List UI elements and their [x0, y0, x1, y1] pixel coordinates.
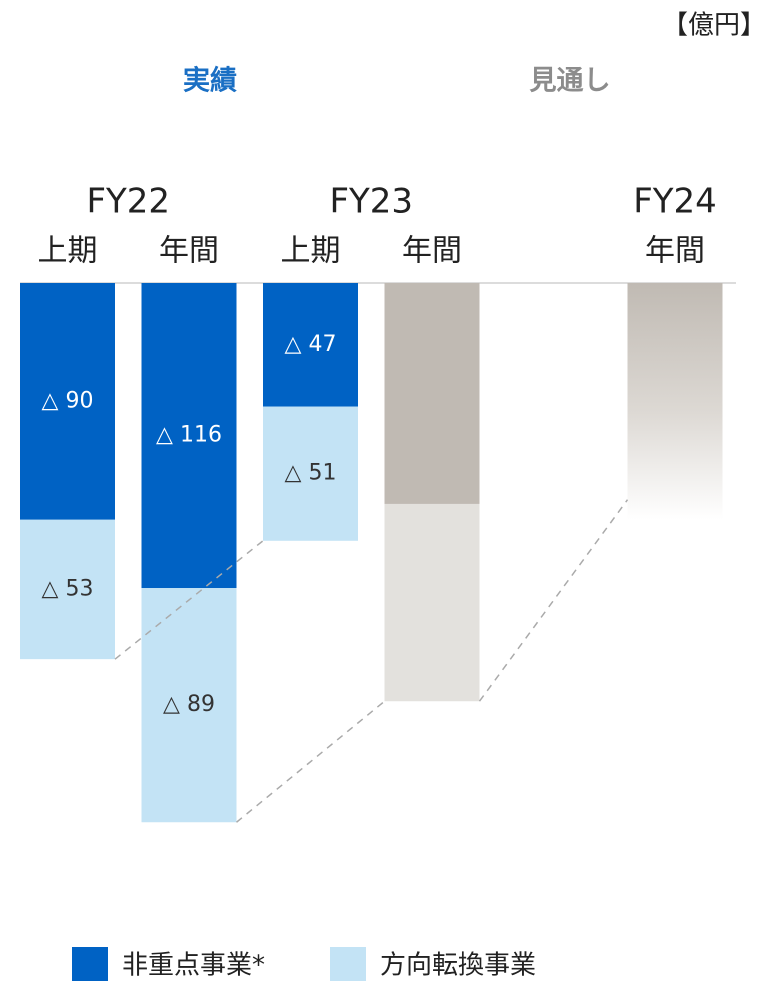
x-tick-label: 年間: [402, 234, 462, 269]
bar-segment: [384, 503, 480, 702]
legend-swatch: [72, 947, 108, 983]
bar-segment: [627, 283, 723, 520]
value-label: △ 51: [285, 461, 337, 486]
legend-swatch: [330, 947, 366, 983]
value-label: △ 53: [42, 576, 94, 601]
bar-segment: [263, 283, 358, 407]
x-tick-label: 上期: [281, 234, 341, 269]
group-label: FY22: [86, 182, 170, 222]
connector: [236, 700, 385, 823]
value-label: △ 90: [42, 388, 94, 413]
bar-segment: [20, 283, 115, 520]
connector: [478, 499, 629, 702]
value-label: △ 47: [285, 332, 337, 357]
value-label: △ 89: [163, 692, 215, 717]
value-label: △ 116: [156, 423, 222, 448]
connector: [114, 540, 264, 660]
bar-segment: [263, 406, 358, 541]
x-tick-label: 年間: [645, 234, 705, 269]
bar-segment: [141, 283, 237, 589]
legend-label: 非重点事業*: [122, 951, 265, 981]
section-header: 見通し: [530, 66, 611, 97]
bar-segment: [20, 519, 115, 660]
bar-segment: [141, 588, 237, 823]
x-tick-label: 上期: [38, 234, 98, 269]
legend-label: 方向転換事業: [380, 951, 536, 981]
x-tick-label: 年間: [159, 234, 219, 269]
group-label: FY24: [633, 182, 717, 222]
group-label: FY23: [329, 182, 413, 222]
unit-label: 【億円】: [662, 11, 766, 41]
bar-segment: [384, 283, 480, 504]
section-header: 実績: [183, 65, 237, 97]
